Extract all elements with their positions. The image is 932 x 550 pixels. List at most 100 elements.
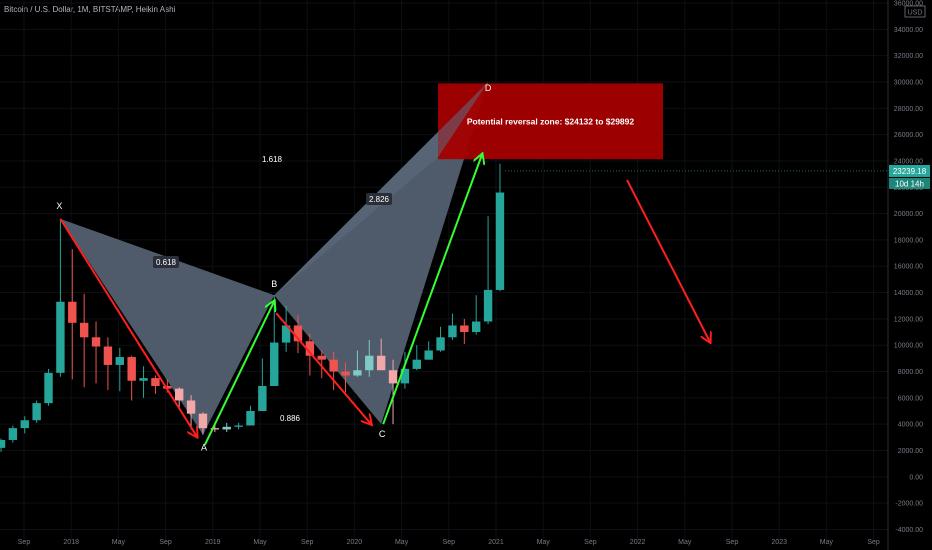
x-tick-label: Sep (726, 539, 739, 546)
candle-body (44, 372, 53, 404)
arrow-c-to-d (382, 154, 482, 425)
candle-body (353, 370, 362, 376)
candle-body (376, 355, 386, 371)
y-tick-label: 8000.00 (898, 369, 923, 376)
candle-body (186, 400, 196, 414)
candle-body (388, 370, 398, 384)
currency-box (904, 5, 926, 18)
y-tick-label: 14000.00 (894, 290, 923, 297)
candle-body (127, 357, 136, 381)
candle-body (270, 342, 279, 387)
arrow-b-to-c (275, 312, 371, 424)
candle-body (210, 428, 220, 430)
candle-body (68, 301, 77, 323)
pattern-overlap (274, 81, 489, 296)
candle-body (103, 346, 113, 365)
y-tick-label: 26000.00 (894, 132, 923, 139)
candle-body (8, 428, 18, 440)
arrow-projection (626, 179, 710, 342)
x-tick-label: Sep (584, 539, 597, 546)
countdown-label: 10d 14h (895, 179, 924, 188)
y-tick-label: 32000.00 (894, 53, 923, 60)
countdown-badge (889, 177, 930, 189)
harmonic-pattern (60, 81, 489, 435)
candle-body (317, 355, 326, 360)
y-tick-label: 20000.00 (894, 211, 923, 218)
x-tick-label: 2022 (630, 539, 646, 546)
candle-body (365, 355, 374, 371)
point-c-label: C (379, 429, 386, 439)
y-tick-label: 10000.00 (894, 343, 923, 350)
candle-body (293, 325, 303, 342)
candle-body (115, 357, 124, 365)
candle-body (32, 403, 41, 421)
x-tick-label: Sep (867, 539, 880, 546)
x-tick-label: May (112, 539, 126, 546)
x-tick-label: May (395, 539, 409, 546)
reversal-zone-label: Potential reversal zone: $24132 to $2989… (467, 116, 635, 126)
x-tick-label: Sep (18, 539, 31, 546)
current-price-label: 23239.18 (893, 167, 927, 176)
y-tick-label: 16000.00 (894, 264, 923, 271)
pattern-xab-triangle (60, 218, 275, 435)
candle-body (91, 337, 101, 347)
arrow-x-to-a (59, 218, 197, 437)
point-a-label: A (201, 443, 207, 453)
y-tick-label: 24000.00 (894, 158, 923, 165)
candle-body (329, 359, 338, 372)
candle-body (163, 386, 172, 389)
y-tick-label: 2000.00 (898, 448, 923, 455)
currency-label: USD (908, 10, 923, 17)
candle-body (341, 371, 350, 376)
x-tick-label: 2020 (347, 539, 363, 546)
y-tick-label: 4000.00 (898, 422, 923, 429)
candle-body (483, 289, 493, 322)
x-tick-label: 2018 (63, 539, 79, 546)
x-tick-label: May (678, 539, 692, 546)
candle-body (139, 378, 148, 381)
ratio-bd: 2.826 (369, 195, 390, 204)
y-tick-label: 28000.00 (894, 106, 923, 113)
ratio-bd-bg (366, 193, 392, 205)
point-x-label: X (56, 201, 62, 211)
x-tick-label: 2019 (205, 539, 221, 546)
candle-body (175, 388, 184, 401)
ratio-ac: 0.886 (280, 414, 301, 423)
y-tick-label: -2000.00 (895, 501, 923, 508)
y-tick-label: -4000.00 (895, 527, 923, 534)
x-tick-label: May (820, 539, 834, 546)
y-tick-label: 36000.00 (894, 1, 923, 8)
x-tick-label: May (253, 539, 267, 546)
candle-body (460, 325, 469, 333)
price-axis[interactable]: -4000.00 -2000.00 0.00 2000.00 4000.00 6000.0… (887, 0, 930, 550)
point-b-label: B (271, 279, 277, 289)
y-tick-label: 12000.00 (894, 316, 923, 323)
x-tick-label: May (537, 539, 551, 546)
current-price-badge (889, 164, 930, 177)
pattern-bcd-triangle (274, 81, 489, 425)
y-tick-label: 34000.00 (894, 27, 923, 34)
candle-body (246, 411, 255, 426)
ratio-xd: 1.618 (262, 155, 283, 164)
x-tick-label: 2023 (771, 539, 787, 546)
y-tick-label: 18000.00 (894, 237, 923, 244)
candle-body (424, 350, 433, 360)
time-axis[interactable]: Sep 2018 May Sep 2019 May Sep 2020 May Sep 2021 May… (18, 539, 880, 546)
candle-body (400, 368, 410, 384)
x-tick-label: Sep (443, 539, 456, 546)
x-tick-label: 2021 (488, 539, 504, 546)
ratio-xb-bg (153, 256, 179, 268)
y-tick-label: 0.00 (909, 474, 923, 481)
drawings: Potential reversal zone: $24132 to $2989… (56, 81, 888, 453)
chart-title: Bitcoin / U.S. Dollar, 1M, BITSTAMP, Hei… (4, 5, 176, 14)
candle-body (198, 413, 208, 429)
candle-body (436, 337, 445, 351)
arrow-a-to-b (204, 301, 274, 446)
ratio-xb: 0.618 (156, 258, 177, 267)
candle-body (448, 325, 457, 338)
y-tick-label: 6000.00 (898, 395, 923, 402)
candle-body (495, 192, 505, 290)
candle-body (20, 420, 29, 429)
candle-body (305, 341, 315, 356)
